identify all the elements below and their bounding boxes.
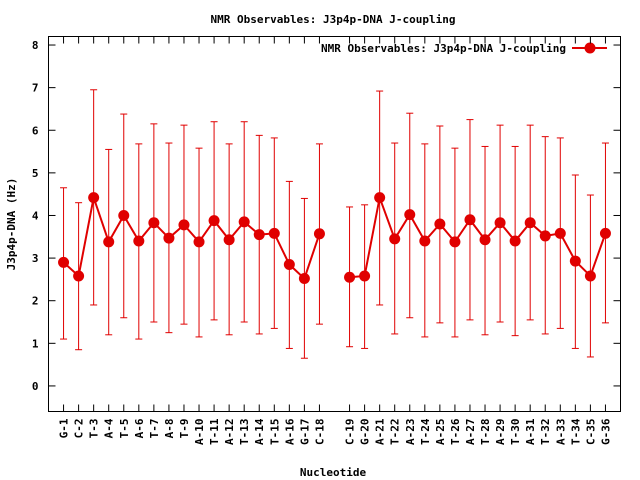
data-point — [313, 228, 325, 240]
series-markers — [58, 192, 611, 285]
data-point — [539, 230, 551, 242]
data-point — [584, 270, 596, 282]
y-axis-label: J3p4p-DNA (Hz) — [5, 178, 18, 271]
x-tick-label: T-5 — [118, 419, 131, 439]
data-point — [524, 217, 536, 229]
x-tick-label: A-23 — [404, 419, 417, 446]
data-point — [73, 270, 85, 282]
x-tick-label: T-30 — [509, 419, 522, 446]
x-tick-label: T-28 — [479, 419, 492, 446]
x-tick-label: T-11 — [208, 418, 221, 445]
data-point — [58, 256, 70, 268]
x-tick-label: T-24 — [419, 418, 432, 445]
x-tick-label: A-14 — [253, 418, 266, 445]
data-point — [253, 229, 265, 241]
data-point — [419, 235, 431, 247]
data-point — [509, 235, 521, 247]
x-tick-label: A-21 — [374, 418, 387, 445]
y-tick-label: 6 — [32, 124, 39, 137]
y-tick-label: 8 — [32, 39, 39, 52]
series-line — [62, 193, 321, 281]
data-point — [298, 273, 310, 285]
series-lines — [62, 193, 607, 281]
data-point — [479, 234, 491, 246]
x-tick-label: T-7 — [148, 419, 161, 439]
x-tick-label: A-8 — [163, 419, 176, 439]
x-tick-label: A-16 — [283, 418, 296, 445]
data-point — [118, 209, 130, 221]
data-point — [193, 236, 205, 248]
data-point — [88, 192, 100, 204]
legend: NMR Observables: J3p4p-DNA J-coupling — [321, 42, 607, 55]
data-point — [389, 233, 401, 245]
data-point — [268, 227, 280, 239]
y-tick-label: 4 — [32, 209, 39, 222]
x-axis-label: Nucleotide — [300, 466, 367, 479]
data-point — [148, 217, 160, 229]
chart-title: NMR Observables: J3p4p-DNA J-coupling — [210, 13, 455, 26]
x-axis: G-1 C-2 T-3 A-4 T-5 A-6 T-7 A-8 T-9 A-10 T-11 A-12 T… — [58, 36, 612, 446]
data-point — [103, 236, 115, 248]
data-point — [464, 214, 476, 226]
y-tick-label: 7 — [32, 82, 39, 95]
x-tick-label: A-4 — [103, 418, 116, 438]
data-point — [344, 271, 356, 283]
data-point — [133, 235, 145, 247]
data-point — [238, 216, 250, 228]
x-tick-label: A-12 — [223, 419, 236, 446]
data-point — [283, 258, 295, 270]
series-line — [349, 193, 607, 279]
x-tick-label: T-22 — [389, 419, 402, 446]
data-point — [449, 236, 461, 248]
data-point — [374, 192, 386, 204]
x-tick-label: A-29 — [494, 419, 507, 446]
x-tick-label: A-33 — [554, 419, 567, 446]
x-tick-label: T-9 — [178, 419, 191, 439]
data-point — [208, 215, 220, 227]
plot-frame — [48, 36, 621, 412]
data-point — [554, 227, 566, 239]
y-tick-label: 2 — [32, 295, 39, 308]
y-tick-label: 1 — [32, 337, 39, 350]
x-tick-label: C-35 — [584, 419, 597, 446]
data-point — [494, 217, 506, 229]
data-point — [569, 255, 581, 267]
y-tick-label: 5 — [32, 167, 39, 180]
data-point — [223, 234, 235, 246]
x-tick-label: C-2 — [73, 419, 86, 439]
x-tick-label: T-26 — [449, 418, 462, 445]
x-tick-label: A-6 — [133, 418, 146, 438]
legend-label: NMR Observables: J3p4p-DNA J-coupling — [321, 42, 566, 55]
x-tick-label: A-31 — [524, 418, 537, 445]
data-point — [163, 232, 175, 244]
x-tick-label: G-20 — [359, 419, 372, 446]
x-tick-label: A-10 — [193, 419, 206, 446]
x-tick-label: C-18 — [313, 419, 326, 446]
x-tick-label: G-17 — [298, 419, 311, 446]
y-tick-label: 0 — [32, 380, 39, 393]
data-point — [178, 219, 190, 231]
y-tick-label: 3 — [32, 252, 39, 265]
x-tick-label: A-27 — [464, 419, 477, 446]
x-tick-label: T-13 — [238, 419, 251, 446]
x-tick-label: A-25 — [434, 419, 447, 446]
data-point — [359, 270, 371, 282]
data-point — [404, 209, 416, 221]
x-tick-label: T-3 — [88, 419, 101, 439]
x-tick-label: C-19 — [344, 419, 357, 446]
y-axis: 0 1 2 3 4 5 6 7 8 — [32, 39, 621, 393]
x-tick-label: T-34 — [569, 418, 582, 445]
x-tick-label: T-15 — [268, 419, 281, 446]
x-tick-label: G-1 — [58, 418, 71, 438]
x-tick-label: T-32 — [539, 419, 552, 446]
x-tick-label: G-36 — [599, 418, 612, 445]
data-point — [599, 227, 611, 239]
legend-marker-swatch — [584, 42, 596, 54]
data-point — [434, 218, 446, 230]
